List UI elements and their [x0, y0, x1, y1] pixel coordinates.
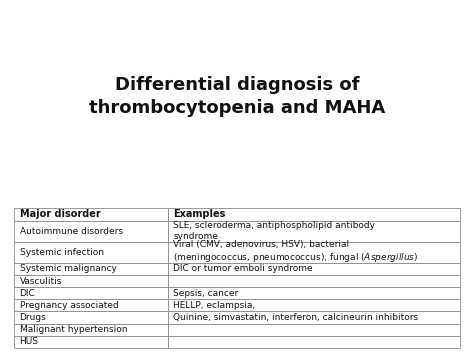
Text: HELLP, eclampsia,: HELLP, eclampsia,	[173, 301, 255, 310]
Bar	[14, 221, 168, 242]
Text: Viral (CMV, adenovirus, HSV), bacterial
(meningococcus, pneumococcus), fungal ($: Viral (CMV, adenovirus, HSV), bacterial …	[173, 240, 419, 264]
Bar	[168, 324, 460, 336]
Bar	[168, 263, 460, 275]
Bar	[168, 275, 460, 287]
Text: Sepsis, cancer: Sepsis, cancer	[173, 289, 238, 298]
Text: Autoimmune disorders: Autoimmune disorders	[19, 227, 123, 236]
Text: HUS: HUS	[19, 337, 38, 346]
Text: Vasculitis: Vasculitis	[19, 277, 62, 285]
Bar	[14, 324, 168, 336]
Bar	[14, 242, 168, 263]
Bar	[14, 263, 168, 275]
Bar	[14, 299, 168, 311]
Text: Quinine, simvastatin, interferon, calcineurin inhibitors: Quinine, simvastatin, interferon, calcin…	[173, 313, 419, 322]
Text: DIC: DIC	[19, 289, 36, 298]
Text: Major disorder: Major disorder	[19, 209, 100, 219]
Bar	[14, 287, 168, 299]
Bar	[168, 311, 460, 324]
Text: DIC or tumor emboli syndrome: DIC or tumor emboli syndrome	[173, 264, 313, 273]
Bar	[14, 275, 168, 287]
Text: Pregnancy associated: Pregnancy associated	[19, 301, 118, 310]
Bar	[168, 336, 460, 348]
Bar	[168, 221, 460, 242]
Bar	[168, 208, 460, 221]
Text: SLE, scleroderma, antiphospholipid antibody
syndrome: SLE, scleroderma, antiphospholipid antib…	[173, 222, 375, 241]
Bar	[168, 287, 460, 299]
Bar	[14, 311, 168, 324]
Text: Systemic infection: Systemic infection	[19, 248, 103, 257]
Bar	[14, 208, 168, 221]
Text: Differential diagnosis of
thrombocytopenia and MAHA: Differential diagnosis of thrombocytopen…	[89, 76, 385, 117]
Text: Drugs: Drugs	[19, 313, 46, 322]
Text: Examples: Examples	[173, 209, 226, 219]
Text: Systemic malignancy: Systemic malignancy	[19, 264, 117, 273]
Bar	[168, 299, 460, 311]
Bar	[168, 242, 460, 263]
Bar	[14, 336, 168, 348]
Text: Malignant hypertension: Malignant hypertension	[19, 325, 127, 334]
